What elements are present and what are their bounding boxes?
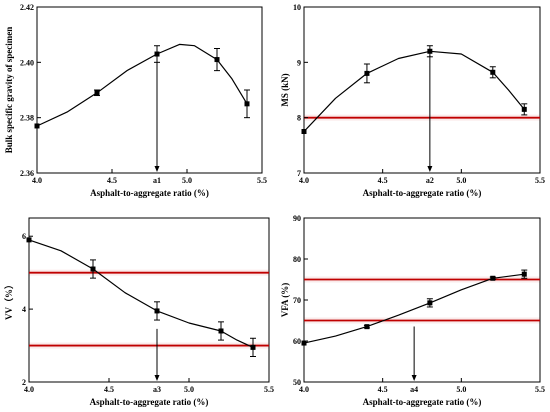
x-tick-label: 5.0 (182, 176, 192, 185)
data-point (214, 57, 220, 63)
marker-arrow-head (154, 166, 160, 172)
x-axis-label: Asphalt-to-aggregate ratio (%) (363, 188, 482, 198)
y-tick-label: 60 (293, 337, 301, 346)
data-point (218, 328, 224, 334)
x-tick-label: 5.0 (456, 385, 466, 394)
x-tick-label: 4.0 (32, 176, 42, 185)
chart-panel-4: 4.0 4.5 5.0 5.5 50 60 70 80 90 Asphalt-to-aggrega… (280, 214, 545, 407)
marker-arrow-head (427, 166, 433, 172)
y-axis-label: Bulk specific gravity of specimen (4, 27, 14, 154)
data-point (490, 275, 496, 281)
data-point (427, 300, 433, 306)
data-point (364, 70, 370, 76)
data-point (154, 51, 160, 57)
x-tick-label: 5.0 (184, 385, 194, 394)
data-point (90, 266, 96, 272)
y-tick-label: 7 (297, 169, 301, 178)
chart-panel-2: 4.0 4.5 5.0 5.5 7 8 9 10 Asphalt-to-aggregate ra… (280, 3, 545, 198)
x-axis-label: Asphalt-to-aggregate ratio (%) (90, 188, 209, 198)
plot-frame (28, 217, 270, 383)
y-axis-label: VV（%） (4, 280, 14, 320)
data-point (364, 324, 370, 330)
chart-panel-3: 4.0 4.5 5.0 5.5 2 4 6 Asphalt-to-aggregate rati… (4, 217, 274, 407)
x-tick-label: 4.5 (107, 176, 117, 185)
chart-panel-1: 4.0 4.5 5.0 5.5 2.36 2.38 2.40 2.42 Asphalt-to-a… (4, 3, 267, 198)
y-tick-label: 2 (22, 378, 26, 387)
y-axis-label: VFA (%) (280, 283, 290, 318)
y-axis-label: MS (kN) (280, 73, 290, 106)
x-tick-label: 4.0 (24, 385, 34, 394)
data-point (301, 129, 307, 134)
data-point (521, 106, 527, 112)
data-point (244, 101, 250, 107)
x-tick-label: 4.0 (299, 176, 309, 185)
x-tick-label: 5.5 (535, 385, 545, 394)
y-tick-label: 2.38 (20, 114, 34, 123)
y-tick-label: 10 (293, 3, 301, 12)
series-line (303, 273, 525, 344)
marker-arrow-head (411, 375, 417, 381)
x-tick-label: 4.5 (104, 385, 114, 394)
y-tick-label: 8 (297, 114, 301, 123)
data-point (521, 271, 527, 277)
y-tick-label: 90 (293, 214, 301, 223)
marker-label: a3 (153, 385, 161, 394)
data-point (490, 69, 496, 75)
data-point (94, 90, 100, 96)
y-tick-label: 4 (22, 305, 26, 314)
series-line (36, 43, 248, 127)
data-point (34, 123, 40, 129)
marker-arrow-head (154, 375, 160, 381)
x-tick-label: 4.0 (299, 385, 309, 394)
y-tick-label: 6 (22, 232, 26, 241)
x-axis-label: Asphalt-to-aggregate ratio (%) (363, 397, 482, 407)
x-tick-label: 5.0 (456, 176, 466, 185)
plot-frame (36, 6, 263, 174)
x-tick-label: 4.5 (378, 385, 388, 394)
data-point (427, 48, 433, 54)
x-tick-label: 5.5 (535, 176, 545, 185)
x-axis-label: Asphalt-to-aggregate ratio (%) (90, 397, 209, 407)
y-tick-label: 80 (293, 255, 301, 264)
y-tick-label: 70 (293, 296, 301, 305)
y-tick-label: 50 (293, 378, 301, 387)
data-point (301, 340, 307, 346)
plot-frame (303, 6, 541, 174)
x-tick-label: 5.5 (264, 385, 274, 394)
marker-label: a1 (153, 176, 161, 185)
y-tick-label: 9 (297, 58, 301, 67)
x-tick-label: 4.5 (378, 176, 388, 185)
data-point (154, 308, 160, 314)
plot-frame (303, 217, 541, 383)
x-tick-label: 5.5 (257, 176, 267, 185)
y-tick-label: 2.36 (20, 169, 34, 178)
data-point (26, 237, 32, 243)
y-tick-label: 2.40 (20, 58, 34, 67)
y-tick-label: 2.42 (20, 3, 34, 12)
marker-label: a2 (426, 176, 434, 185)
marker-label: a4 (410, 385, 418, 394)
data-point (250, 344, 256, 350)
